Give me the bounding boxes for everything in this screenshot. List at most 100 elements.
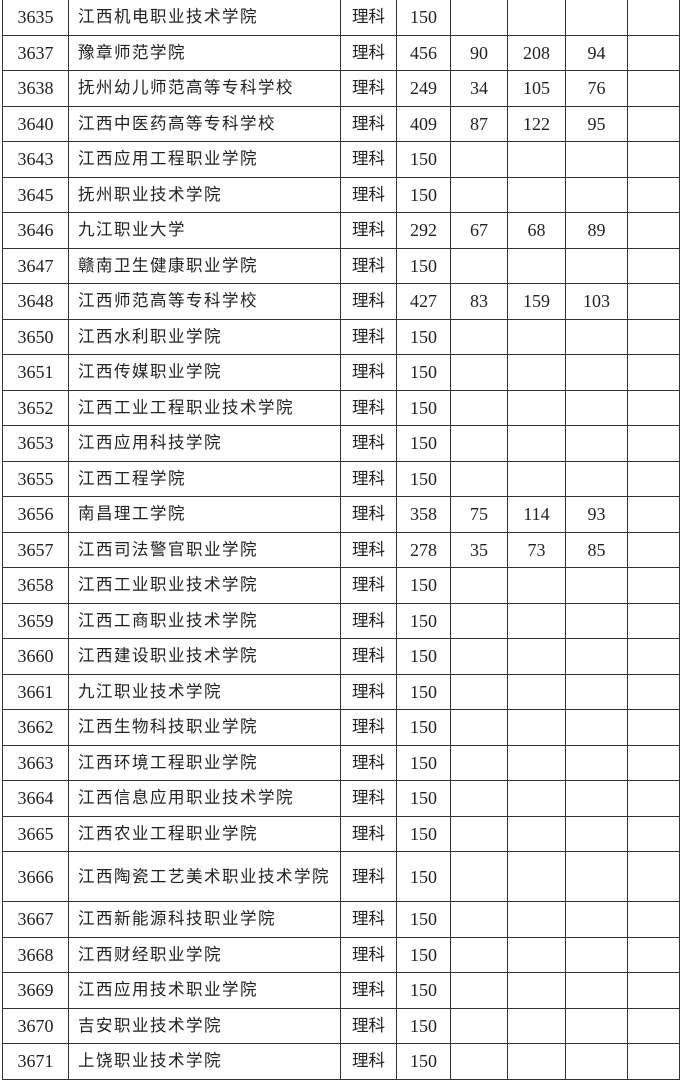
extra-cell <box>627 496 680 533</box>
category-cell: 理科 <box>340 602 397 639</box>
category-cell: 理科 <box>340 283 397 320</box>
value-cell-2 <box>507 851 566 902</box>
value-cell-2 <box>507 389 566 426</box>
category-cell: 理科 <box>340 425 397 462</box>
plan-count-cell: 150 <box>396 709 451 746</box>
table-row: 3646 九江职业大学 理科 292 67 68 89 <box>2 212 680 249</box>
school-code-cell: 3637 <box>2 34 69 71</box>
category-cell: 理科 <box>340 176 397 213</box>
value-cell-1 <box>450 936 508 973</box>
category-cell: 理科 <box>340 972 397 1009</box>
extra-cell <box>627 1043 680 1080</box>
category-cell: 理科 <box>340 354 397 391</box>
table-row: 3650 江西水利职业学院 理科 150 <box>2 318 680 355</box>
plan-count-cell: 150 <box>396 815 451 852</box>
plan-count-cell: 150 <box>396 247 451 284</box>
value-cell-3 <box>565 936 628 973</box>
school-code-cell: 3662 <box>2 709 69 746</box>
school-name-cell: 江西传媒职业学院 <box>68 354 341 391</box>
value-cell-1 <box>450 780 508 817</box>
value-cell-1 <box>450 851 508 902</box>
extra-cell <box>627 638 680 675</box>
value-cell-1 <box>450 1043 508 1080</box>
table-row: 3663 江西环境工程职业学院 理科 150 <box>2 744 680 781</box>
school-code-cell: 3670 <box>2 1007 69 1044</box>
value-cell-3 <box>565 744 628 781</box>
table-row: 3669 江西应用技术职业学院 理科 150 <box>2 972 680 1009</box>
category-cell: 理科 <box>340 851 397 902</box>
value-cell-3: 95 <box>565 105 628 142</box>
value-cell-1 <box>450 425 508 462</box>
value-cell-2 <box>507 936 566 973</box>
table-row: 3651 江西传媒职业学院 理科 150 <box>2 354 680 391</box>
school-code-cell: 3648 <box>2 283 69 320</box>
value-cell-2 <box>507 709 566 746</box>
extra-cell <box>627 247 680 284</box>
table-row: 3640 江西中医药高等专科学校 理科 409 87 122 95 <box>2 105 680 142</box>
extra-cell <box>627 673 680 710</box>
plan-count-cell: 150 <box>396 602 451 639</box>
table-row: 3637 豫章师范学院 理科 456 90 208 94 <box>2 34 680 71</box>
value-cell-3 <box>565 780 628 817</box>
plan-count-cell: 150 <box>396 176 451 213</box>
value-cell-3 <box>565 354 628 391</box>
school-name-cell: 江西生物科技职业学院 <box>68 709 341 746</box>
category-cell: 理科 <box>340 0 397 36</box>
plan-count-cell: 150 <box>396 318 451 355</box>
plan-count-cell: 150 <box>396 673 451 710</box>
value-cell-2 <box>507 1043 566 1080</box>
value-cell-3 <box>565 318 628 355</box>
category-cell: 理科 <box>340 901 397 938</box>
school-name-cell: 江西中医药高等专科学校 <box>68 105 341 142</box>
extra-cell <box>627 425 680 462</box>
table-row: 3667 江西新能源科技职业学院 理科 150 <box>2 901 680 938</box>
value-cell-1 <box>450 709 508 746</box>
school-name-cell: 江西应用科技学院 <box>68 425 341 462</box>
value-cell-2 <box>507 247 566 284</box>
extra-cell <box>627 744 680 781</box>
value-cell-1: 67 <box>450 212 508 249</box>
extra-cell <box>627 0 680 36</box>
school-name-cell: 江西应用技术职业学院 <box>68 972 341 1009</box>
table-row: 3668 江西财经职业学院 理科 150 <box>2 936 680 973</box>
value-cell-3 <box>565 567 628 604</box>
plan-count-cell: 409 <box>396 105 451 142</box>
value-cell-1 <box>450 0 508 36</box>
table-row: 3665 江西农业工程职业学院 理科 150 <box>2 815 680 852</box>
plan-count-cell: 150 <box>396 901 451 938</box>
table-row: 3659 江西工商职业技术学院 理科 150 <box>2 602 680 639</box>
value-cell-1 <box>450 567 508 604</box>
value-cell-2: 73 <box>507 531 566 568</box>
extra-cell <box>627 34 680 71</box>
school-name-cell: 江西司法警官职业学院 <box>68 531 341 568</box>
extra-cell <box>627 851 680 902</box>
category-cell: 理科 <box>340 389 397 426</box>
plan-count-cell: 150 <box>396 744 451 781</box>
school-code-cell: 3664 <box>2 780 69 817</box>
table-row: 3648 江西师范高等专科学校 理科 427 83 159 103 <box>2 283 680 320</box>
plan-count-cell: 150 <box>396 972 451 1009</box>
value-cell-3: 103 <box>565 283 628 320</box>
table-row: 3655 江西工程学院 理科 150 <box>2 460 680 497</box>
value-cell-2 <box>507 0 566 36</box>
value-cell-1 <box>450 247 508 284</box>
value-cell-2: 208 <box>507 34 566 71</box>
school-name-cell: 江西机电职业技术学院 <box>68 0 341 36</box>
plan-count-cell: 150 <box>396 638 451 675</box>
value-cell-3: 94 <box>565 34 628 71</box>
table-row: 3647 赣南卫生健康职业学院 理科 150 <box>2 247 680 284</box>
category-cell: 理科 <box>340 247 397 284</box>
school-name-cell: 上饶职业技术学院 <box>68 1043 341 1080</box>
table-row: 3653 江西应用科技学院 理科 150 <box>2 425 680 462</box>
value-cell-3 <box>565 709 628 746</box>
category-cell: 理科 <box>340 460 397 497</box>
school-code-cell: 3635 <box>2 0 69 36</box>
value-cell-1 <box>450 318 508 355</box>
school-code-cell: 3661 <box>2 673 69 710</box>
value-cell-1 <box>450 744 508 781</box>
school-name-cell: 豫章师范学院 <box>68 34 341 71</box>
plan-count-cell: 150 <box>396 567 451 604</box>
school-code-cell: 3666 <box>2 851 69 902</box>
extra-cell <box>627 567 680 604</box>
value-cell-1: 35 <box>450 531 508 568</box>
